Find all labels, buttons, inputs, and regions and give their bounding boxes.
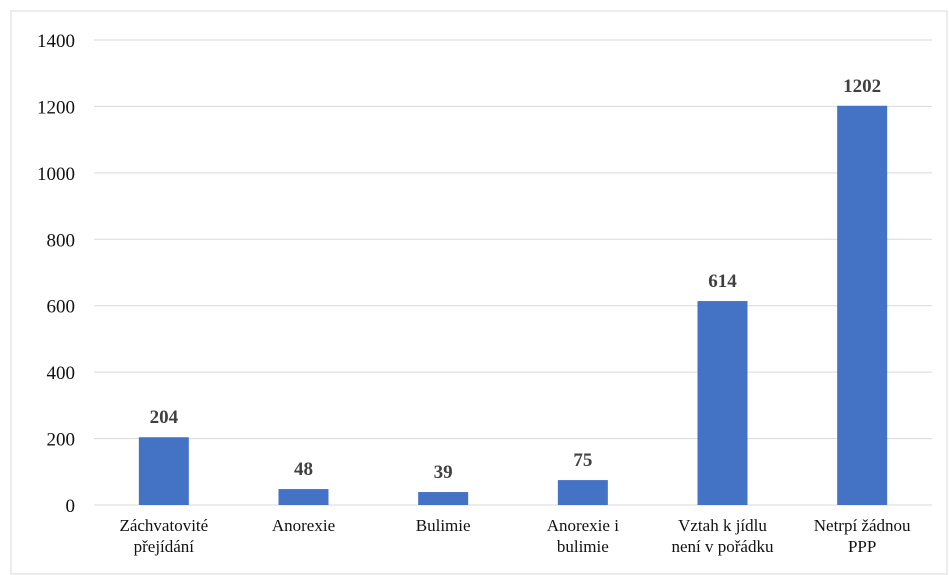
data-label-1: 48: [294, 459, 313, 480]
chart-area-border: [10, 10, 948, 575]
y-tick-label-200: 200: [47, 430, 76, 451]
bar-0: [138, 437, 189, 505]
y-tick-label-800: 800: [47, 230, 76, 251]
category-label-0-0: Záchvatovité: [119, 516, 208, 535]
y-tick-label-0: 0: [66, 496, 76, 517]
y-tick-label-1200: 1200: [37, 97, 75, 118]
category-label-4-1: není v pořádku: [672, 537, 774, 556]
data-label-0: 204: [150, 407, 179, 428]
category-label-4-0: Vztah k jídlu: [678, 516, 767, 535]
category-label-3-1: bulimie: [557, 537, 609, 556]
category-label-3-0: Anorexie i: [547, 516, 620, 535]
y-tick-label-600: 600: [47, 297, 76, 318]
category-label-5-0: Netrpí žádnou: [814, 516, 911, 535]
data-label-2: 39: [434, 462, 453, 483]
category-label-1-0: Anorexie: [272, 516, 335, 535]
data-label-4: 614: [708, 271, 737, 292]
category-label-0-1: přejídání: [134, 537, 195, 556]
category-label-5-1: PPP: [848, 537, 876, 556]
bar-3: [557, 480, 608, 505]
category-label-2-0: Bulimie: [416, 516, 471, 535]
bar-5: [837, 105, 888, 505]
data-label-3: 75: [573, 450, 592, 471]
data-label-5: 1202: [843, 76, 881, 97]
bar-2: [418, 492, 469, 505]
y-tick-label-400: 400: [47, 363, 76, 384]
y-tick-label-1400: 1400: [37, 31, 75, 52]
bar-1: [278, 489, 329, 505]
y-tick-label-1000: 1000: [37, 164, 75, 185]
bar-4: [697, 301, 748, 505]
